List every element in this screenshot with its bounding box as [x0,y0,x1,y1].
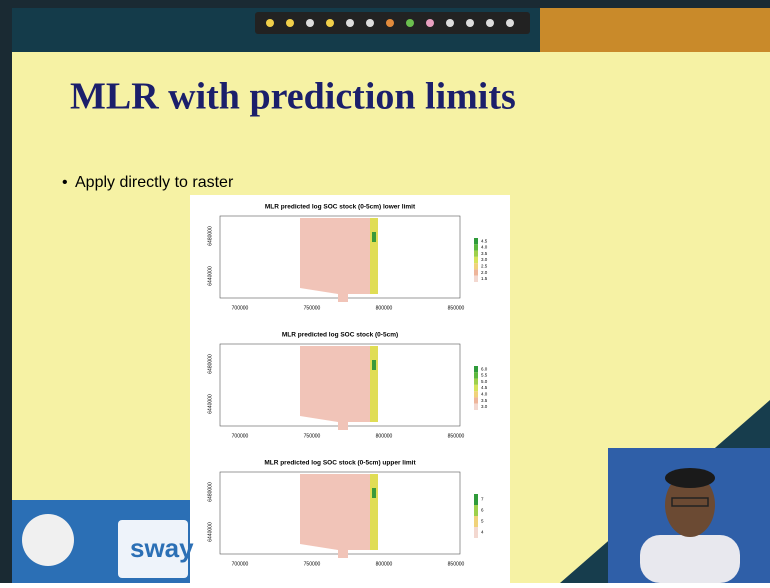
raster-edge [370,474,378,550]
x-tick-label: 750000 [304,561,321,567]
panel-title: MLR predicted log SOC stock (0-5cm) [282,332,398,339]
y-tick-label: 6440000 [207,266,213,286]
raster-edge [370,218,378,294]
legend-swatch [474,505,478,516]
legend-swatch [474,251,478,257]
legend-label: 4.0 [481,245,488,250]
institute-logo [22,514,74,566]
x-tick-label: 750000 [304,433,321,439]
panel-title: MLR predicted log SOC stock (0-5cm) uppe… [264,460,416,467]
slide-title: MLR with prediction limits [70,76,516,118]
x-tick-label: 850000 [448,433,465,439]
legend-label: 6.0 [481,366,488,371]
raster-edge [372,360,376,370]
header-accent [540,8,770,52]
legend-label: 5.5 [481,373,488,378]
raster [300,474,378,558]
swayam-logo: sway [130,533,194,563]
legend-label: 2.0 [481,270,488,275]
legend-label: 3.0 [481,404,488,409]
legend-label: 3.0 [481,257,488,262]
raster [300,346,378,430]
legend-label: 3.5 [481,398,488,403]
x-tick-label: 850000 [448,305,465,311]
legend-swatch [474,269,478,275]
raster-edge [372,232,376,242]
x-tick-label: 700000 [232,561,249,567]
bullet-dot: • [62,174,68,191]
legend-swatch [474,404,478,410]
x-tick-label: 800000 [376,561,393,567]
y-tick-label: 6480000 [207,482,213,502]
bullet-text: Apply directly to raster [75,174,234,191]
legend-swatch [474,527,478,538]
raster-edge [370,346,378,422]
legend-swatch [474,263,478,269]
slide-frame: MLR with prediction limits • Apply direc… [0,0,770,583]
legend-swatch [474,397,478,403]
legend-swatch [474,372,478,378]
legend-swatch [474,238,478,244]
panel-title: MLR predicted log SOC stock (0-5cm) lowe… [265,204,416,211]
y-tick-label: 6440000 [207,394,213,414]
legend-label: 5.0 [481,379,488,384]
y-tick-label: 6480000 [207,354,213,374]
x-tick-label: 850000 [448,561,465,567]
legend-label: 2.5 [481,263,488,268]
legend-swatch [474,494,478,505]
legend-label: 1.5 [481,276,488,281]
legend-swatch [474,516,478,527]
x-tick-label: 700000 [232,433,249,439]
legend-label: 4.5 [481,385,488,390]
x-tick-label: 750000 [304,305,321,311]
legend-swatch [474,385,478,391]
raster-edge [372,488,376,498]
x-tick-label: 700000 [232,305,249,311]
x-tick-label: 800000 [376,305,393,311]
raster [300,218,378,302]
y-tick-label: 6440000 [207,522,213,542]
x-tick-label: 800000 [376,433,393,439]
legend-swatch [474,366,478,372]
legend-label: 4.5 [481,238,488,243]
legend-swatch [474,379,478,385]
legend-swatch [474,257,478,263]
y-tick-label: 6480000 [207,226,213,246]
legend-swatch [474,276,478,282]
legend-swatch [474,391,478,397]
legend-swatch [474,244,478,250]
legend-label: 3.5 [481,251,488,256]
legend-label: 4.0 [481,391,488,396]
